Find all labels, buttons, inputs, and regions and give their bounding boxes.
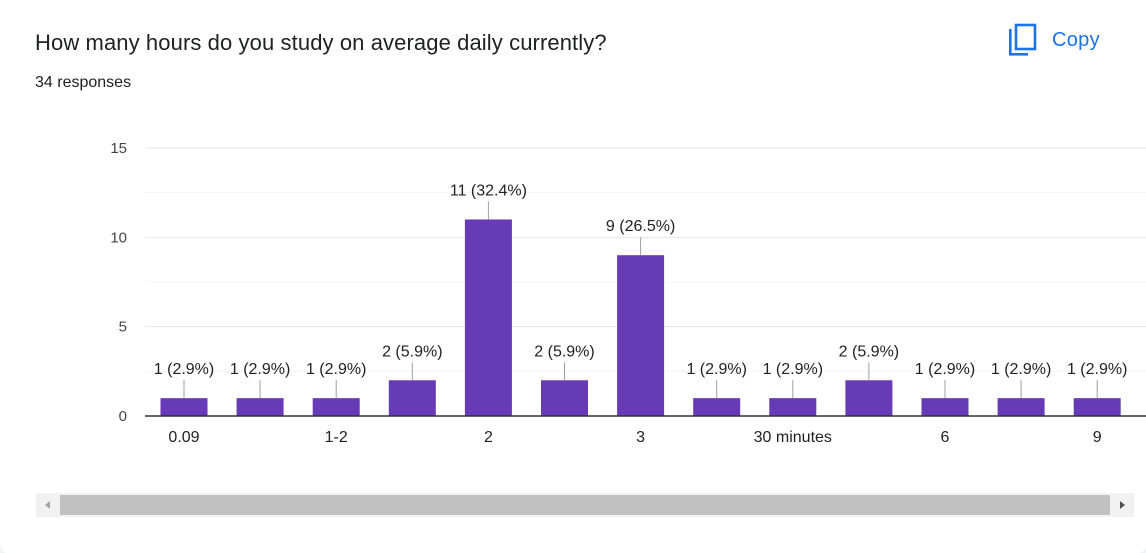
bar: [617, 255, 665, 416]
horizontal-scrollbar[interactable]: [36, 493, 1134, 517]
data-label: 2 (5.9%): [839, 343, 899, 360]
bar: [769, 398, 817, 416]
bar: [160, 398, 208, 416]
x-tick-label: 1-2: [325, 429, 348, 446]
bar: [388, 380, 436, 416]
y-tick-label: 15: [110, 140, 127, 157]
bar: [921, 398, 969, 416]
scroll-thumb[interactable]: [60, 495, 1110, 515]
x-tick-label: 9: [1093, 429, 1102, 446]
y-tick-label: 10: [110, 229, 127, 246]
data-label: 1 (2.9%): [306, 361, 366, 378]
data-label: 11 (32.4%): [450, 182, 527, 199]
bar: [464, 219, 512, 416]
x-tick-label: 2: [484, 429, 493, 446]
scroll-right-button[interactable]: [1110, 493, 1134, 517]
data-label: 1 (2.9%): [686, 361, 746, 378]
x-tick-label: 0.09: [168, 429, 199, 446]
x-tick-label: 30 minutes: [754, 429, 832, 446]
bar: [845, 380, 893, 416]
data-label: 2 (5.9%): [382, 343, 442, 360]
bar-chart: 0 5 10 15 1 (2.9%) 1 (2.9%) 1 (2.9%) 2 (5.9%) 11…: [110, 140, 1146, 446]
data-label: 1 (2.9%): [915, 361, 975, 378]
copy-button[interactable]: Copy: [1006, 18, 1126, 62]
y-tick-label: 5: [119, 319, 127, 336]
x-tick-label: 6: [941, 429, 950, 446]
data-label: 2 (5.9%): [534, 343, 594, 360]
data-label: 1 (2.9%): [230, 361, 290, 378]
bar: [312, 398, 360, 416]
data-label: 1 (2.9%): [763, 361, 823, 378]
data-label: 9 (26.5%): [606, 218, 675, 235]
data-label: 1 (2.9%): [154, 361, 214, 378]
data-label: 1 (2.9%): [991, 361, 1051, 378]
scroll-left-button[interactable]: [36, 493, 60, 517]
triangle-left-icon: [45, 501, 50, 509]
copy-icon: [1006, 22, 1038, 58]
copy-label: Copy: [1052, 28, 1100, 51]
bar: [541, 380, 588, 416]
data-label: 1 (2.9%): [1067, 361, 1127, 378]
x-tick-label: 3: [636, 429, 645, 446]
bar: [236, 398, 284, 416]
y-tick-label: 0: [119, 408, 127, 425]
triangle-right-icon: [1120, 501, 1125, 509]
question-title: How many hours do you study on average d…: [35, 30, 607, 55]
response-count: 34 responses: [35, 74, 132, 91]
bar: [997, 398, 1045, 416]
bar: [1073, 398, 1121, 416]
bar: [693, 398, 741, 416]
